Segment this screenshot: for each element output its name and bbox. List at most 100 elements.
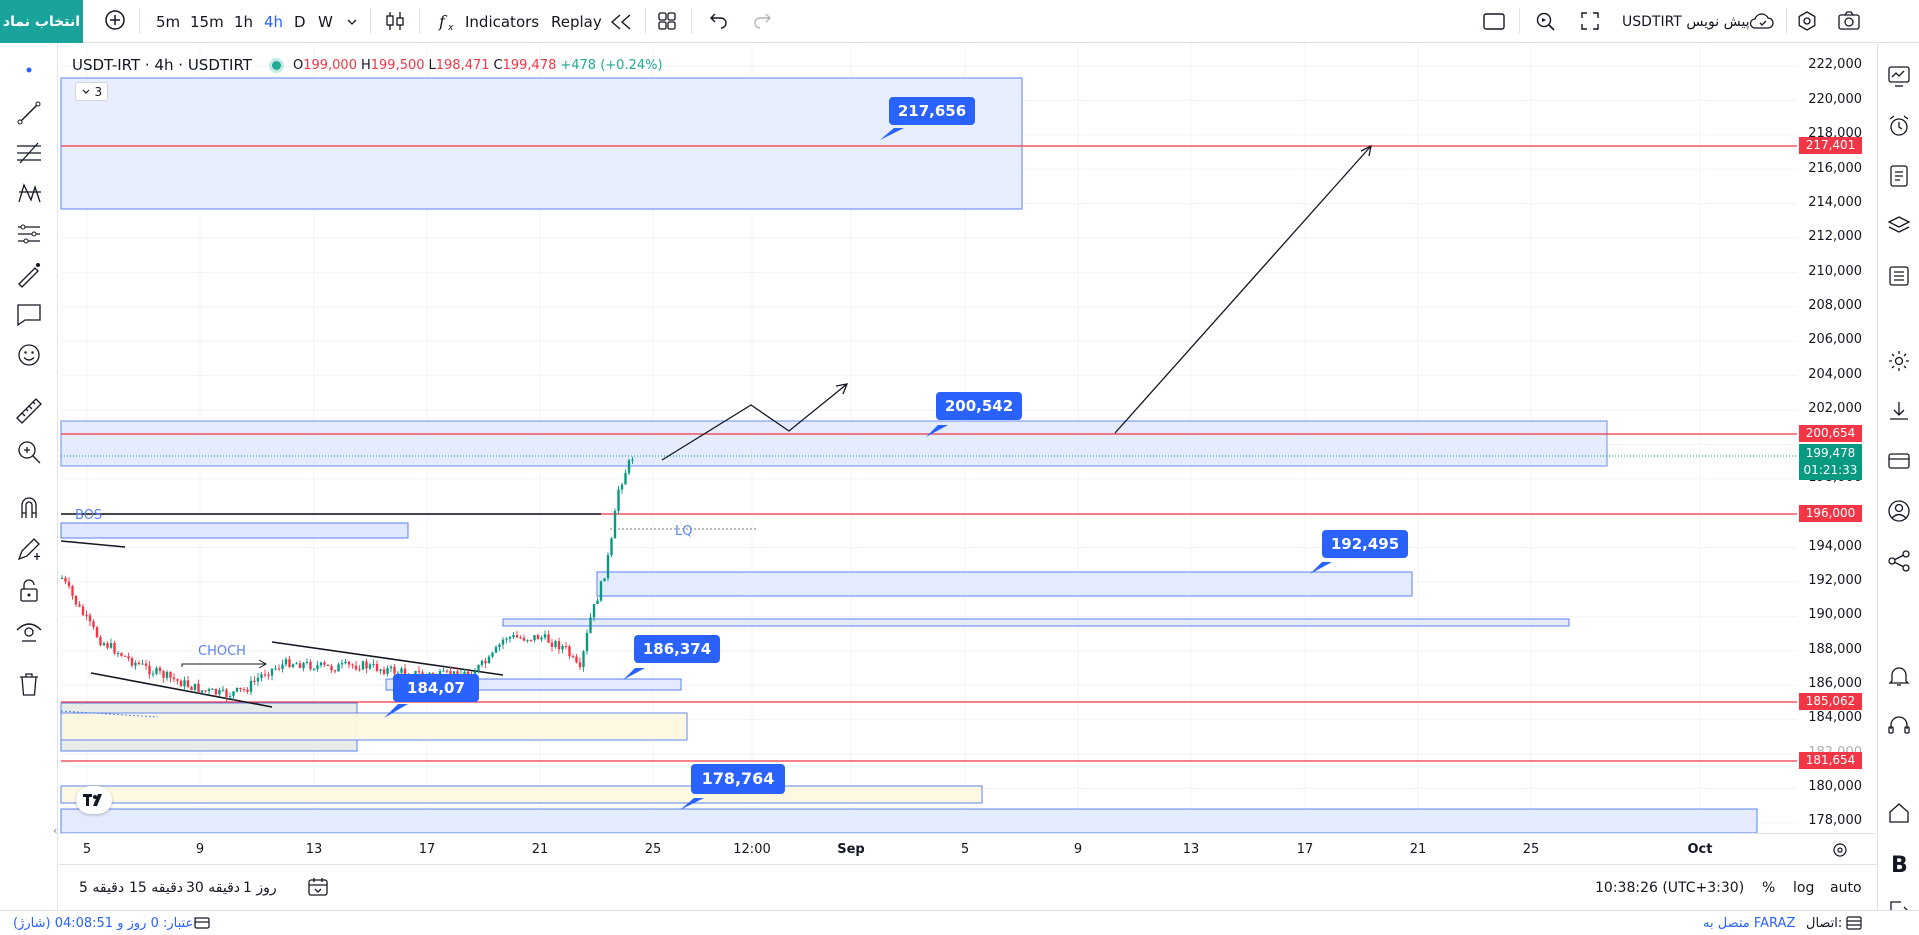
quick-search-icon[interactable]: [1534, 10, 1556, 32]
candle-body: [372, 663, 375, 665]
fib-retracement-icon[interactable]: [14, 138, 44, 168]
text-note-icon[interactable]: [14, 300, 44, 330]
demand-zone-192: [596, 571, 1413, 597]
candle-body: [116, 653, 120, 655]
range-30min[interactable]: 30 دقیقه: [186, 880, 241, 896]
candle-body: [197, 683, 200, 693]
interval-5m[interactable]: 5m: [156, 13, 181, 31]
interval-15m[interactable]: 15m: [190, 13, 224, 31]
price-tick: 192,000: [1808, 573, 1862, 588]
candles-icon[interactable]: [385, 10, 405, 32]
time-tick: 17: [1296, 842, 1314, 857]
candle-body: [326, 664, 330, 667]
percent-toggle[interactable]: %: [1762, 880, 1776, 896]
range-5min[interactable]: 5 دقیقه: [79, 880, 125, 896]
redo-icon[interactable]: [751, 11, 773, 33]
download-icon[interactable]: [1886, 398, 1912, 424]
notes-icon[interactable]: [1886, 163, 1912, 189]
settings-gear-icon[interactable]: [1796, 10, 1818, 32]
notification-bell-icon[interactable]: [1886, 663, 1912, 689]
callout-pointer: [926, 425, 948, 437]
replay-button[interactable]: Replay: [551, 13, 602, 31]
watchlist-icon[interactable]: [1886, 63, 1912, 89]
legend-symbol[interactable]: USDT-IRT · 4h · USDTIRT: [72, 56, 252, 74]
interval-4h[interactable]: 4h: [264, 13, 284, 31]
callout-217656[interactable]: 217,656: [889, 97, 975, 125]
replay-rewind-icon[interactable]: [608, 12, 634, 34]
current-price-tag: 199,478 01:21:33: [1799, 444, 1862, 480]
callout-192495[interactable]: 192,495: [1322, 530, 1408, 558]
trash-icon[interactable]: [14, 669, 44, 699]
clock-timezone[interactable]: 10:38:26 (UTC+3:30): [1595, 880, 1745, 896]
range-15min[interactable]: 15 دقیقه: [129, 880, 184, 896]
callout-178764[interactable]: 178,764: [691, 764, 785, 794]
callout-184070[interactable]: 184,07: [393, 674, 479, 702]
tradingview-logo[interactable]: [76, 786, 112, 814]
list-icon[interactable]: [1886, 263, 1912, 289]
drawing-toolbar: ‹: [0, 43, 58, 910]
candle-body: [547, 634, 550, 643]
zoom-in-icon[interactable]: [14, 437, 44, 467]
candle-body: [298, 663, 302, 669]
price-tick: 194,000: [1808, 539, 1862, 554]
lock-icon[interactable]: [14, 576, 44, 606]
ruler-icon[interactable]: [14, 396, 44, 426]
calendar-range-icon[interactable]: [306, 876, 330, 898]
candle-body: [284, 659, 288, 665]
auto-toggle[interactable]: auto: [1830, 880, 1862, 896]
axis-settings-icon[interactable]: [1832, 842, 1848, 862]
toolbar-divider: [691, 8, 692, 34]
expand-icon[interactable]: [1579, 10, 1601, 32]
candle-body: [351, 664, 354, 666]
chevron-down-icon[interactable]: [346, 12, 358, 34]
candle-body: [190, 686, 193, 690]
log-toggle[interactable]: log: [1793, 880, 1815, 896]
settings-gear-icon[interactable]: [1886, 348, 1912, 374]
alarm-clock-icon[interactable]: [1886, 113, 1912, 139]
support-headset-icon[interactable]: [1886, 713, 1912, 739]
home-icon[interactable]: [1886, 800, 1912, 826]
candle-body: [340, 663, 344, 665]
wallet-icon[interactable]: [1886, 448, 1912, 474]
time-axis[interactable]: 5 9 13 17 21 25 12:00 Sep 5 9 13 17 21 2…: [59, 833, 1876, 864]
cloud-save-icon[interactable]: [1747, 11, 1775, 33]
range-1day[interactable]: 1 روز: [243, 880, 277, 896]
candle-body: [417, 670, 421, 673]
callout-186374[interactable]: 186,374: [634, 635, 720, 663]
layers-icon[interactable]: [1886, 213, 1912, 239]
user-icon[interactable]: [1886, 498, 1912, 524]
drawing-mode-icon[interactable]: [14, 534, 44, 564]
layouts-icon[interactable]: [656, 10, 678, 32]
indicators-button[interactable]: Indicators: [465, 13, 540, 31]
credit-status[interactable]: اعتبار: 0 روز و 04:08:51 (شارژ): [13, 916, 197, 931]
collapse-toolbar-icon[interactable]: ‹: [53, 824, 58, 837]
connection-value[interactable]: متصل به FARAZ: [1703, 916, 1796, 931]
interval-w[interactable]: W: [318, 13, 333, 31]
candle-body: [232, 691, 235, 696]
add-symbol-icon[interactable]: [104, 9, 126, 31]
bold-b-icon[interactable]: B: [1886, 850, 1912, 878]
share-icon[interactable]: [1886, 548, 1912, 574]
crosshair-dot-icon[interactable]: [14, 55, 44, 85]
trend-line-icon[interactable]: [14, 98, 44, 128]
interval-d[interactable]: D: [294, 13, 306, 31]
projection-icon[interactable]: [14, 219, 44, 249]
indicators-toggle[interactable]: 3: [75, 82, 108, 101]
connection-label: اتصال:: [1806, 916, 1843, 931]
magnet-icon[interactable]: [14, 492, 44, 522]
undo-icon[interactable]: [708, 11, 730, 33]
callout-200542[interactable]: 200,542: [936, 392, 1022, 420]
price-chart[interactable]: BOS CHOCH LQ: [59, 44, 1876, 864]
high-value: 199,500: [370, 57, 425, 73]
demand-zone-178: [60, 808, 1758, 834]
fullscreen-frame-icon[interactable]: [1482, 11, 1506, 33]
interval-1h[interactable]: 1h: [234, 13, 254, 31]
pattern-icon[interactable]: [14, 178, 44, 208]
brush-icon[interactable]: [14, 259, 44, 289]
open-label: O: [292, 57, 304, 73]
camera-icon[interactable]: [1837, 10, 1861, 32]
emoji-icon[interactable]: [14, 340, 44, 370]
eye-icon[interactable]: [14, 617, 44, 647]
symbol-search-button[interactable]: انتخاب نماد: [0, 0, 83, 43]
